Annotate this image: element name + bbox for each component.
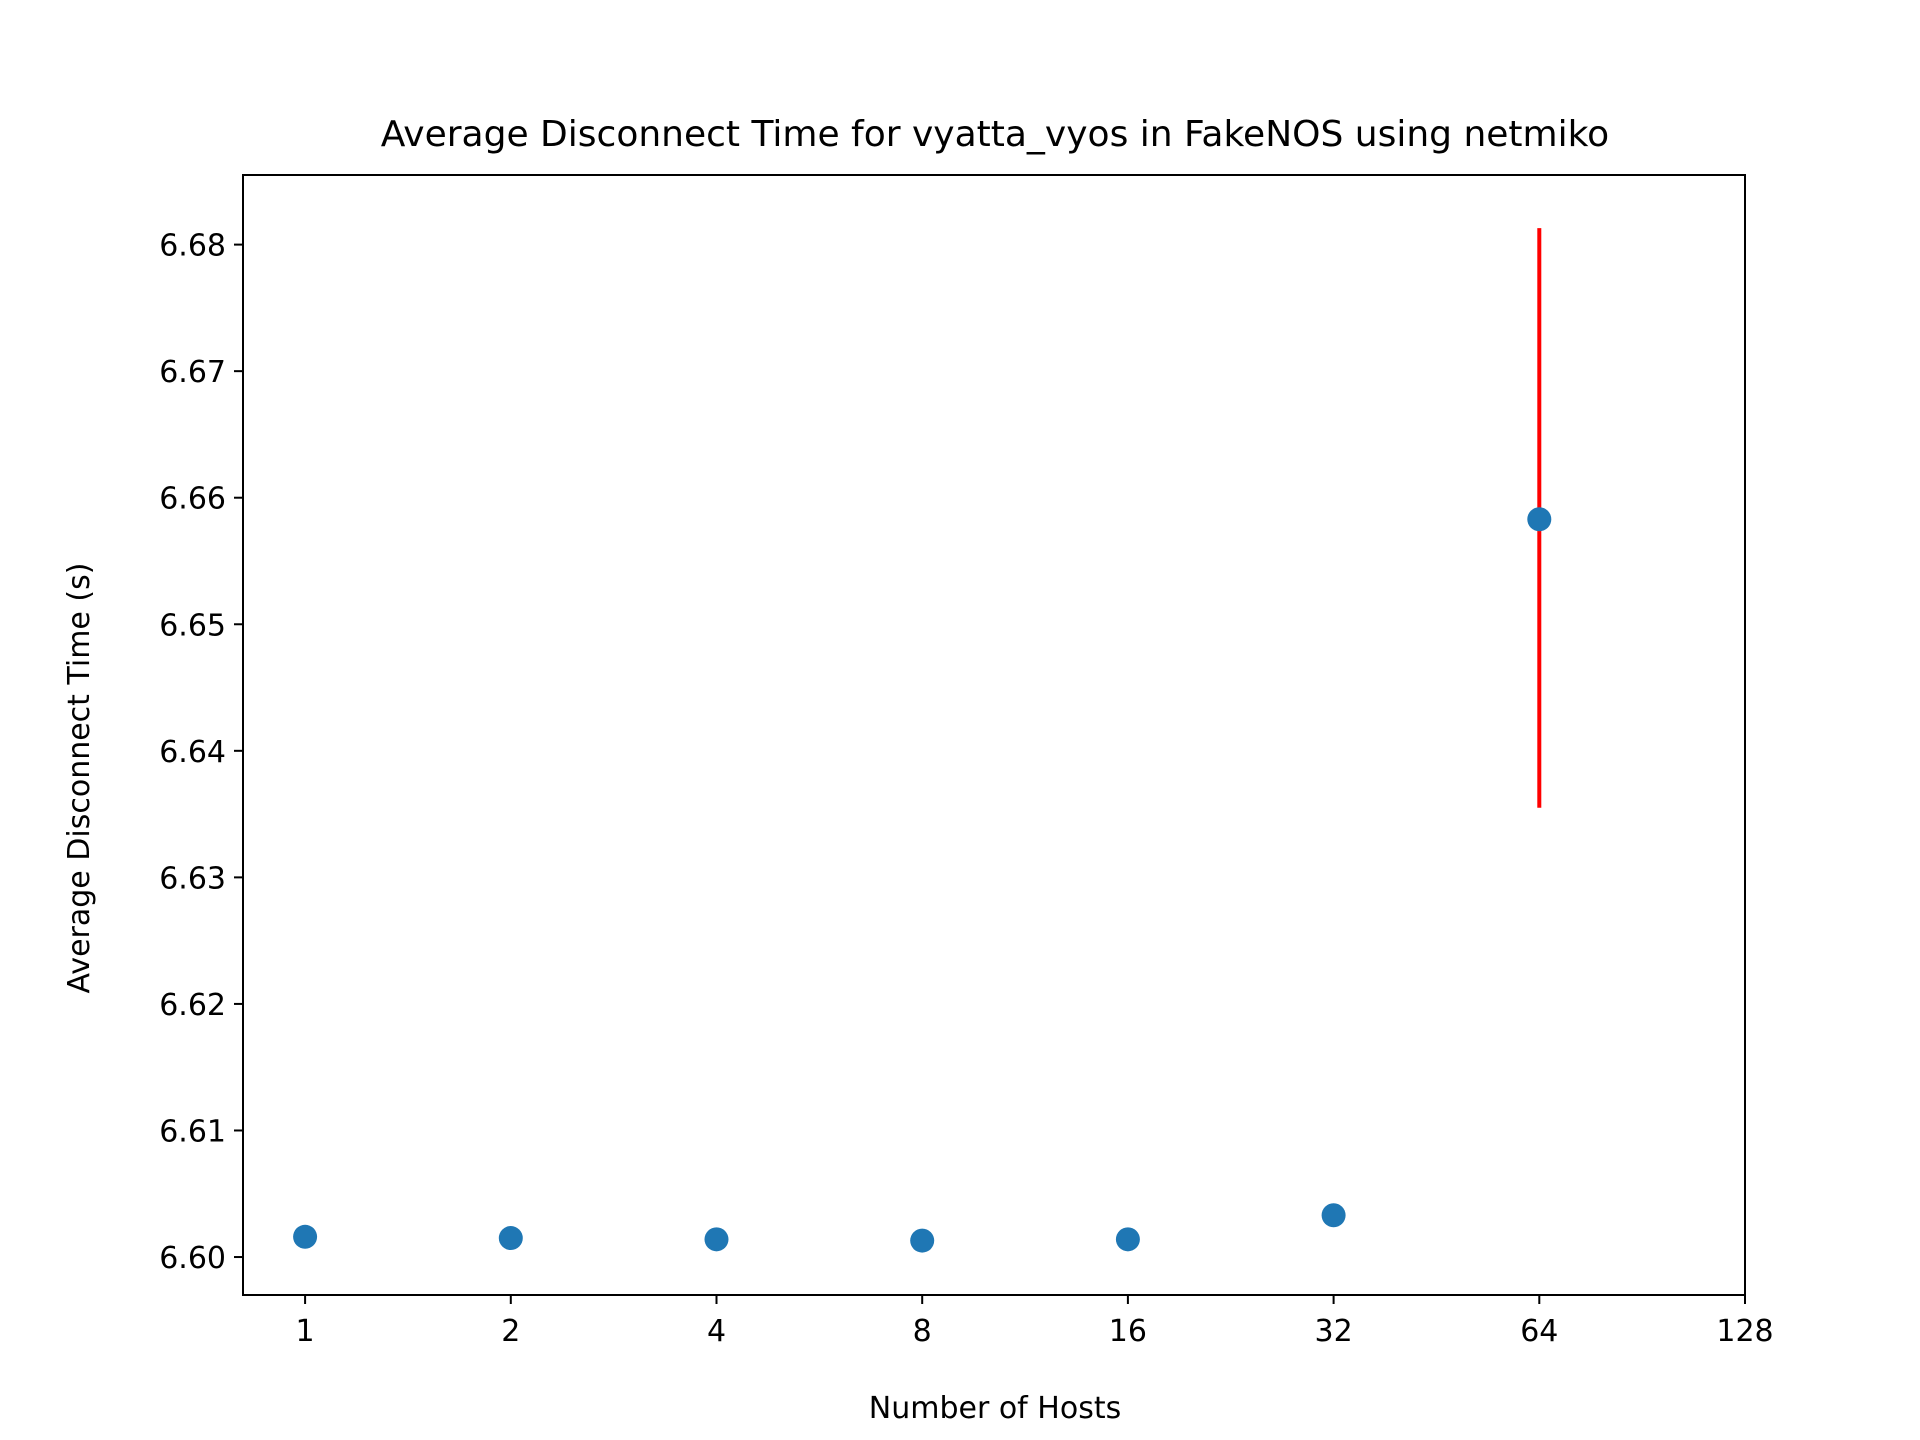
x-tick-label: 8 [913, 1314, 932, 1349]
y-tick-label: 6.60 [159, 1241, 226, 1276]
y-tick-label: 6.64 [159, 735, 226, 770]
x-tick-label: 1 [296, 1314, 315, 1349]
y-tick-label: 6.67 [159, 355, 226, 390]
y-tick-label: 6.62 [159, 988, 226, 1023]
y-axis-label: Average Disconnect Time (s) [62, 563, 97, 994]
y-tick-label: 6.68 [159, 229, 226, 264]
data-point [293, 1224, 318, 1249]
data-point [910, 1228, 935, 1253]
plot-frame [242, 174, 1746, 1296]
data-point [1321, 1203, 1346, 1228]
y-ticks: 6.60 6.61 6.62 6.63 6.64 6.65 6.66 6.67 6.68 [159, 229, 243, 1276]
chart-title: Average Disconnect Time for vyatta_vyos … [381, 114, 1609, 155]
x-tick-label: 32 [1315, 1314, 1353, 1349]
data-marks [293, 228, 1552, 1253]
x-tick-label: 16 [1109, 1314, 1147, 1349]
x-tick-label: 128 [1716, 1314, 1773, 1349]
x-axis-label: Number of Hosts [869, 1391, 1121, 1426]
y-tick-label: 6.61 [159, 1114, 226, 1149]
x-tick-label: 4 [707, 1314, 726, 1349]
y-tick-label: 6.66 [159, 482, 226, 517]
data-point [704, 1227, 729, 1252]
x-tick-label: 2 [501, 1314, 520, 1349]
y-tick-label: 6.63 [159, 861, 226, 896]
data-point [498, 1226, 523, 1251]
data-point [1115, 1227, 1140, 1252]
x-tick-label: 64 [1520, 1314, 1558, 1349]
data-point [1527, 507, 1552, 532]
y-tick-label: 6.65 [159, 608, 226, 643]
x-ticks: 1 2 4 8 16 32 64 128 [296, 1295, 1774, 1349]
